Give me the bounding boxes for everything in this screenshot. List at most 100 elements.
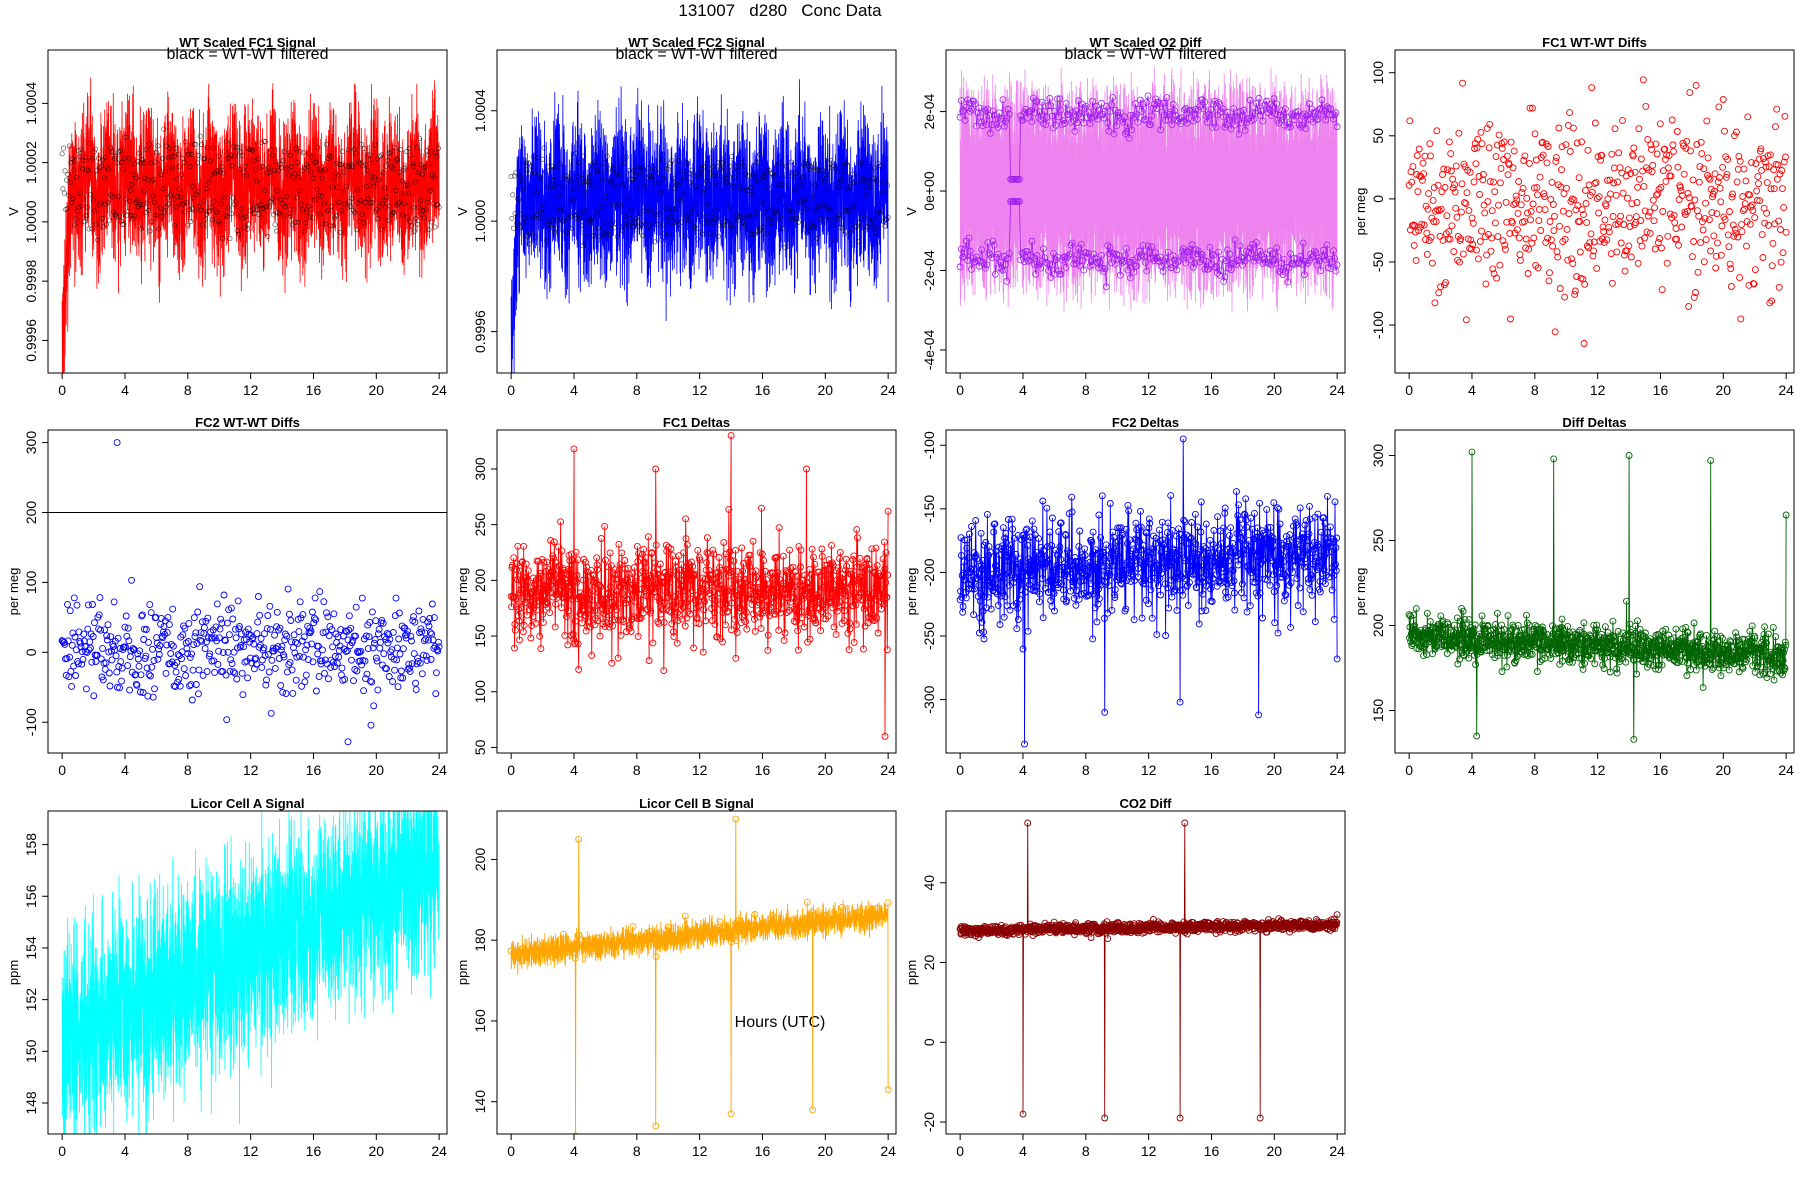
data-point [288, 666, 296, 674]
data-point [236, 623, 243, 630]
overlay-point [239, 206, 245, 212]
overlay-point [576, 160, 582, 166]
data-point [1617, 212, 1625, 220]
data-point [1457, 634, 1465, 642]
overlay-point [690, 205, 696, 211]
overlay-point [181, 159, 187, 165]
overlay-point [1229, 113, 1236, 121]
overlay-point [1221, 273, 1229, 281]
data-point [1697, 138, 1705, 146]
data-point [1721, 127, 1728, 135]
data-point [213, 600, 221, 608]
data-point [1619, 116, 1626, 124]
data-point [1141, 560, 1149, 568]
overlay-point [858, 209, 864, 215]
overlay-point [1123, 245, 1131, 252]
overlay-point [816, 203, 822, 209]
data-point [558, 604, 565, 612]
data-point [287, 638, 295, 646]
overlay-point [219, 164, 225, 170]
data-point [615, 616, 622, 624]
overlay-point [1171, 107, 1178, 115]
overlay-point [606, 166, 612, 172]
overlay-point [298, 201, 304, 207]
data-point [1759, 254, 1767, 261]
data-point [597, 583, 604, 591]
overlay-point [1268, 112, 1276, 119]
overlay-point [140, 202, 146, 208]
data-point [1125, 507, 1133, 515]
overlay-point [858, 159, 864, 165]
data-point [358, 594, 366, 602]
overlay-point [347, 203, 353, 209]
data-point [1615, 149, 1623, 157]
data-point [632, 579, 640, 587]
data-point [1066, 565, 1074, 573]
data-point [1661, 155, 1669, 163]
data-point [1571, 290, 1579, 298]
overlay-point [1031, 260, 1038, 268]
data-point [1144, 549, 1152, 557]
data-point [1461, 199, 1468, 207]
overlay-point [1043, 113, 1051, 121]
data-point [571, 638, 579, 646]
data-point [739, 567, 747, 575]
overlay-point [1218, 255, 1226, 263]
data-point [1105, 557, 1113, 565]
overlay-point [794, 215, 800, 221]
overlay-point [422, 215, 428, 221]
data-point [314, 650, 322, 658]
overlay-point [1246, 96, 1254, 104]
overlay-point [535, 155, 541, 161]
data-point [89, 633, 97, 640]
data-point [218, 619, 226, 627]
data-point [659, 600, 667, 607]
data-point [1683, 137, 1691, 145]
data-point [1238, 580, 1246, 588]
data-point [1315, 543, 1323, 551]
overlay-point [149, 177, 155, 183]
data-point [1214, 513, 1222, 521]
data-point [352, 603, 360, 611]
overlay-point [514, 196, 520, 202]
data-point [962, 594, 970, 602]
data-point [1625, 242, 1633, 250]
data-point [230, 648, 238, 656]
data-point [764, 646, 772, 654]
data-point [690, 644, 698, 652]
data-point [1478, 227, 1485, 235]
data-point [1680, 142, 1688, 150]
data-point [1524, 270, 1532, 277]
data-point [763, 597, 771, 605]
data-point [394, 683, 402, 691]
overlay-point [1245, 115, 1253, 122]
data-point [735, 591, 743, 598]
plot-area [48, 439, 447, 746]
data-point [574, 640, 582, 648]
overlay-point [1227, 125, 1235, 133]
overlay-point [1045, 267, 1052, 274]
overlay-point [257, 165, 263, 171]
overlay-point [1094, 115, 1102, 123]
data-point [1104, 570, 1112, 577]
data-point [367, 721, 375, 729]
overlay-point [1168, 121, 1176, 128]
data-point [402, 634, 410, 642]
overlay-point [997, 116, 1004, 123]
data-point [416, 659, 424, 667]
x-axis: 0 4 8 12 16 20 24 [1405, 373, 1794, 398]
overlay-point [857, 219, 863, 225]
data-point [353, 667, 361, 675]
data-point [1779, 249, 1787, 257]
data-point [715, 554, 723, 561]
data-point [698, 587, 705, 595]
overlay-point [429, 219, 435, 225]
overlay-point [973, 253, 980, 261]
data-point [298, 637, 306, 645]
overlay-point [411, 228, 417, 234]
plot-frame [496, 49, 897, 374]
data-point [1631, 168, 1639, 176]
data-point [1036, 590, 1044, 598]
data-point [1546, 218, 1554, 225]
overlay-point [595, 168, 601, 174]
